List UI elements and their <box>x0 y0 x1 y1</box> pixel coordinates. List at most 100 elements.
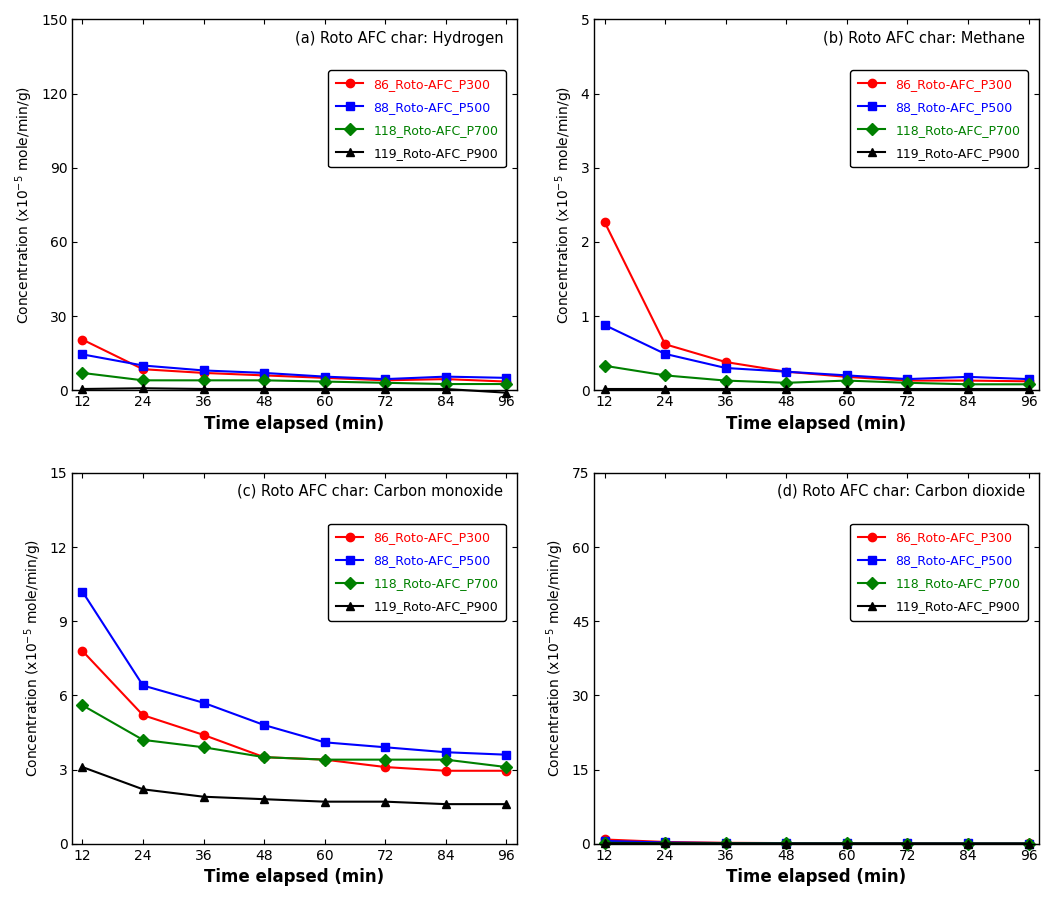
X-axis label: Time elapsed (min): Time elapsed (min) <box>727 415 907 433</box>
X-axis label: Time elapsed (min): Time elapsed (min) <box>204 868 384 886</box>
118_Roto-AFC_P700 <box>840 375 853 386</box>
86_Roto-AFC_P300 <box>137 710 150 721</box>
118_Roto-AFC_P700 <box>379 377 392 388</box>
88_Roto-AFC_P500 <box>258 367 271 378</box>
119_Roto-AFC_P900 <box>719 383 732 394</box>
86_Roto-AFC_P300 <box>961 375 974 386</box>
118_Roto-AFC_P700 <box>76 367 88 378</box>
88_Roto-AFC_P500 <box>439 747 452 758</box>
86_Roto-AFC_P300 <box>659 837 672 848</box>
86_Roto-AFC_P300 <box>379 375 392 386</box>
118_Roto-AFC_P700 <box>840 838 853 849</box>
88_Roto-AFC_P500 <box>76 349 88 360</box>
Legend: 86_Roto-AFC_P300, 88_Roto-AFC_P500, 118_Roto-AFC_P700, 119_Roto-AFC_P900: 86_Roto-AFC_P300, 88_Roto-AFC_P500, 118_… <box>851 524 1028 621</box>
118_Roto-AFC_P700 <box>137 375 150 386</box>
86_Roto-AFC_P300 <box>659 338 672 349</box>
Line: 88_Roto-AFC_P500: 88_Roto-AFC_P500 <box>600 837 1033 848</box>
118_Roto-AFC_P700 <box>500 379 513 390</box>
119_Roto-AFC_P900 <box>598 838 611 849</box>
Line: 88_Roto-AFC_P500: 88_Roto-AFC_P500 <box>78 350 511 383</box>
86_Roto-AFC_P300 <box>961 838 974 849</box>
118_Roto-AFC_P700 <box>318 754 331 765</box>
Text: (b) Roto AFC char: Methane: (b) Roto AFC char: Methane <box>823 31 1026 46</box>
118_Roto-AFC_P700 <box>1022 838 1035 849</box>
Legend: 86_Roto-AFC_P300, 88_Roto-AFC_P500, 118_Roto-AFC_P700, 119_Roto-AFC_P900: 86_Roto-AFC_P300, 88_Roto-AFC_P500, 118_… <box>329 70 505 167</box>
119_Roto-AFC_P900 <box>258 383 271 394</box>
88_Roto-AFC_P500 <box>598 835 611 846</box>
86_Roto-AFC_P300 <box>598 834 611 845</box>
Line: 119_Roto-AFC_P900: 119_Roto-AFC_P900 <box>600 839 1033 848</box>
86_Roto-AFC_P300 <box>318 754 331 765</box>
88_Roto-AFC_P500 <box>659 837 672 848</box>
86_Roto-AFC_P300 <box>439 374 452 384</box>
118_Roto-AFC_P700 <box>439 379 452 390</box>
88_Roto-AFC_P500 <box>961 838 974 849</box>
119_Roto-AFC_P900 <box>901 838 914 849</box>
88_Roto-AFC_P500 <box>901 374 914 384</box>
86_Roto-AFC_P300 <box>1022 376 1035 387</box>
118_Roto-AFC_P700 <box>76 700 88 711</box>
118_Roto-AFC_P700 <box>379 754 392 765</box>
88_Roto-AFC_P500 <box>137 680 150 691</box>
118_Roto-AFC_P700 <box>961 379 974 390</box>
88_Roto-AFC_P500 <box>719 363 732 374</box>
119_Roto-AFC_P900 <box>1022 383 1035 394</box>
118_Roto-AFC_P700 <box>780 838 793 849</box>
86_Roto-AFC_P300 <box>379 761 392 772</box>
119_Roto-AFC_P900 <box>1022 838 1035 849</box>
Line: 86_Roto-AFC_P300: 86_Roto-AFC_P300 <box>78 647 511 775</box>
118_Roto-AFC_P700 <box>197 375 210 386</box>
Legend: 86_Roto-AFC_P300, 88_Roto-AFC_P500, 118_Roto-AFC_P700, 119_Roto-AFC_P900: 86_Roto-AFC_P300, 88_Roto-AFC_P500, 118_… <box>329 524 505 621</box>
118_Roto-AFC_P700 <box>901 838 914 849</box>
88_Roto-AFC_P500 <box>439 371 452 382</box>
118_Roto-AFC_P700 <box>598 837 611 848</box>
88_Roto-AFC_P500 <box>961 372 974 382</box>
86_Roto-AFC_P300 <box>318 373 331 383</box>
Line: 86_Roto-AFC_P300: 86_Roto-AFC_P300 <box>600 218 1033 385</box>
86_Roto-AFC_P300 <box>137 364 150 374</box>
Line: 86_Roto-AFC_P300: 86_Roto-AFC_P300 <box>78 336 511 386</box>
119_Roto-AFC_P900 <box>840 838 853 849</box>
Line: 118_Roto-AFC_P700: 118_Roto-AFC_P700 <box>600 839 1033 848</box>
118_Roto-AFC_P700 <box>719 838 732 849</box>
86_Roto-AFC_P300 <box>719 837 732 848</box>
88_Roto-AFC_P500 <box>780 838 793 849</box>
119_Roto-AFC_P900 <box>137 382 150 393</box>
X-axis label: Time elapsed (min): Time elapsed (min) <box>727 868 907 886</box>
119_Roto-AFC_P900 <box>439 798 452 809</box>
Y-axis label: Concentration (x10$^{-5}$ mole/min/g): Concentration (x10$^{-5}$ mole/min/g) <box>22 539 44 778</box>
88_Roto-AFC_P500 <box>659 348 672 359</box>
118_Roto-AFC_P700 <box>500 761 513 772</box>
88_Roto-AFC_P500 <box>318 371 331 382</box>
86_Roto-AFC_P300 <box>76 334 88 345</box>
88_Roto-AFC_P500 <box>379 374 392 384</box>
86_Roto-AFC_P300 <box>780 366 793 377</box>
119_Roto-AFC_P900 <box>780 838 793 849</box>
119_Roto-AFC_P900 <box>840 383 853 394</box>
118_Roto-AFC_P700 <box>659 370 672 381</box>
86_Roto-AFC_P300 <box>76 645 88 656</box>
88_Roto-AFC_P500 <box>137 360 150 371</box>
118_Roto-AFC_P700 <box>598 360 611 371</box>
119_Roto-AFC_P900 <box>901 383 914 394</box>
Line: 88_Roto-AFC_P500: 88_Roto-AFC_P500 <box>78 588 511 759</box>
88_Roto-AFC_P500 <box>1022 374 1035 384</box>
119_Roto-AFC_P900 <box>197 791 210 802</box>
119_Roto-AFC_P900 <box>719 838 732 849</box>
88_Roto-AFC_P500 <box>901 838 914 849</box>
86_Roto-AFC_P300 <box>1022 838 1035 849</box>
119_Roto-AFC_P900 <box>379 796 392 807</box>
119_Roto-AFC_P900 <box>598 383 611 394</box>
118_Roto-AFC_P700 <box>318 376 331 387</box>
Line: 88_Roto-AFC_P500: 88_Roto-AFC_P500 <box>600 320 1033 383</box>
118_Roto-AFC_P700 <box>1022 379 1035 390</box>
119_Roto-AFC_P900 <box>500 798 513 809</box>
86_Roto-AFC_P300 <box>840 838 853 849</box>
Text: (d) Roto AFC char: Carbon dioxide: (d) Roto AFC char: Carbon dioxide <box>777 484 1026 499</box>
Text: (a) Roto AFC char: Hydrogen: (a) Roto AFC char: Hydrogen <box>295 31 503 46</box>
118_Roto-AFC_P700 <box>439 754 452 765</box>
86_Roto-AFC_P300 <box>901 838 914 849</box>
118_Roto-AFC_P700 <box>659 838 672 849</box>
118_Roto-AFC_P700 <box>780 377 793 388</box>
88_Roto-AFC_P500 <box>598 320 611 330</box>
